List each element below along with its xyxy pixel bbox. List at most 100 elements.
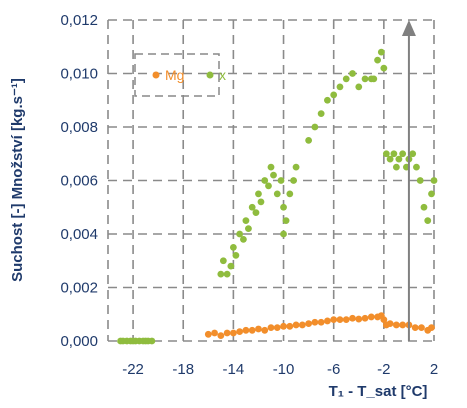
data-point bbox=[240, 235, 247, 243]
data-point bbox=[255, 190, 262, 198]
x-tick-label: -14 bbox=[223, 361, 245, 378]
data-point bbox=[390, 150, 398, 158]
data-point bbox=[229, 243, 237, 251]
data-point bbox=[273, 324, 281, 332]
data-point bbox=[255, 325, 262, 333]
y-axis-title: Suchost [-] Množství [kg.s⁻¹] bbox=[9, 78, 26, 282]
legend: Mg x bbox=[134, 53, 226, 97]
x-tick-label: -22 bbox=[122, 361, 144, 378]
y-tick-label: 0,006 bbox=[60, 173, 98, 190]
data-point bbox=[349, 70, 356, 77]
data-point bbox=[277, 177, 285, 184]
x-tick-label: -2 bbox=[377, 361, 390, 378]
data-point bbox=[355, 83, 363, 91]
data-point bbox=[236, 230, 244, 238]
data-point bbox=[411, 324, 419, 332]
data-point bbox=[217, 332, 225, 340]
data-point bbox=[392, 163, 400, 171]
y-tick-label: 0,010 bbox=[60, 66, 98, 83]
data-point bbox=[330, 91, 338, 99]
data-point bbox=[229, 329, 237, 337]
data-point bbox=[292, 163, 300, 171]
data-point bbox=[280, 230, 287, 238]
data-point bbox=[245, 225, 252, 233]
legend-marker-x bbox=[206, 71, 214, 79]
data-point bbox=[252, 209, 260, 217]
data-point bbox=[311, 318, 319, 326]
data-point bbox=[342, 316, 350, 323]
legend-marker-mg bbox=[152, 71, 160, 79]
x-tick-label: -18 bbox=[172, 361, 194, 378]
y-tick-label: 0,008 bbox=[60, 119, 98, 136]
data-point bbox=[409, 150, 417, 158]
data-point bbox=[370, 75, 378, 83]
data-point bbox=[280, 203, 287, 211]
data-point bbox=[342, 75, 350, 83]
data-point bbox=[211, 329, 218, 337]
data-point bbox=[227, 262, 235, 270]
data-point bbox=[399, 150, 407, 158]
x-tick-label: -10 bbox=[273, 361, 295, 378]
data-point bbox=[257, 198, 265, 206]
data-point bbox=[416, 177, 424, 184]
data-point bbox=[286, 190, 294, 198]
data-point bbox=[286, 322, 294, 330]
data-point bbox=[428, 324, 435, 332]
data-point bbox=[380, 316, 388, 323]
data-point bbox=[305, 136, 313, 144]
data-point bbox=[428, 190, 435, 198]
vertical-arrow bbox=[401, 20, 416, 341]
data-point bbox=[361, 75, 369, 83]
data-point bbox=[420, 203, 428, 211]
data-point bbox=[204, 330, 212, 338]
legend-label-x: x bbox=[219, 67, 226, 83]
data-point bbox=[413, 163, 420, 171]
data-point bbox=[267, 163, 275, 171]
data-point bbox=[377, 48, 385, 56]
data-point bbox=[324, 317, 331, 325]
data-point bbox=[273, 190, 281, 198]
data-point bbox=[223, 329, 231, 337]
data-point bbox=[292, 321, 300, 329]
data-point bbox=[236, 328, 244, 336]
data-point bbox=[317, 318, 325, 326]
data-point bbox=[430, 177, 438, 184]
data-point bbox=[219, 257, 227, 265]
data-point bbox=[395, 155, 403, 163]
data-point bbox=[399, 321, 407, 329]
data-point bbox=[380, 64, 388, 72]
data-point bbox=[261, 326, 269, 334]
data-point bbox=[282, 217, 290, 225]
x-tick-label: -6 bbox=[327, 361, 340, 378]
data-point bbox=[261, 177, 269, 184]
data-point bbox=[424, 217, 432, 225]
data-point bbox=[305, 320, 313, 328]
data-point bbox=[311, 123, 319, 131]
data-point bbox=[280, 322, 287, 330]
y-tick-label: 0,004 bbox=[60, 226, 98, 243]
data-point bbox=[336, 83, 344, 91]
legend-label-mg: Mg bbox=[165, 67, 184, 83]
data-point bbox=[324, 96, 331, 104]
data-point bbox=[386, 320, 394, 328]
data-point bbox=[242, 326, 250, 334]
data-point bbox=[217, 270, 225, 278]
data-point bbox=[336, 316, 344, 323]
data-point bbox=[270, 171, 277, 179]
data-point bbox=[317, 110, 325, 118]
data-point bbox=[242, 217, 250, 225]
data-point bbox=[418, 324, 425, 332]
data-point bbox=[290, 177, 297, 184]
data-point bbox=[382, 150, 390, 158]
data-point bbox=[374, 56, 381, 64]
series-mg bbox=[204, 312, 435, 340]
data-point bbox=[392, 321, 400, 329]
data-point bbox=[361, 314, 369, 322]
data-point bbox=[232, 252, 240, 259]
legend-box bbox=[134, 53, 220, 97]
arrow-head bbox=[401, 20, 416, 36]
data-point bbox=[386, 155, 394, 163]
x-axis-title: T₁ - T_sat [°C] bbox=[329, 383, 428, 400]
data-point bbox=[367, 313, 375, 321]
